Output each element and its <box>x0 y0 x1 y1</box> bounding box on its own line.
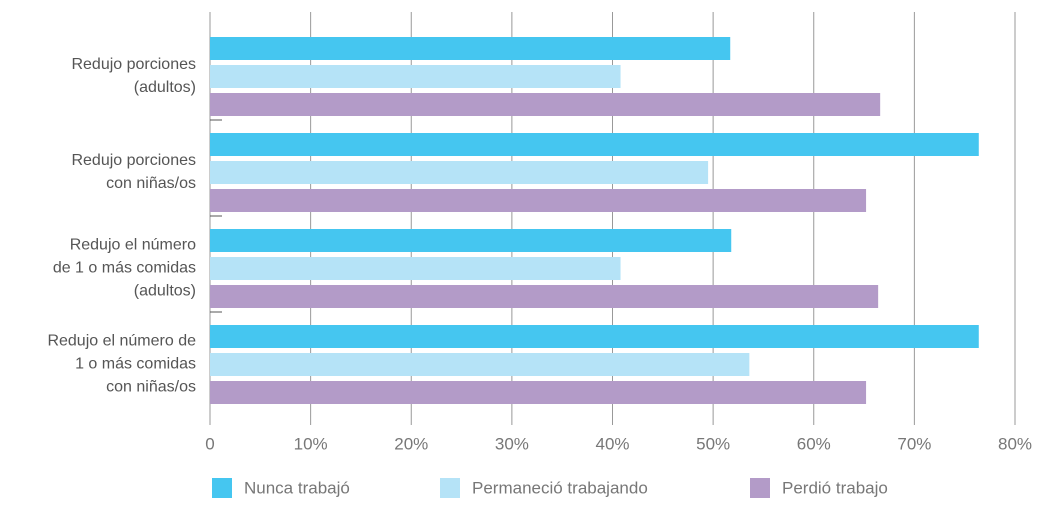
bar <box>210 189 867 212</box>
x-tick-label: 70% <box>897 434 931 453</box>
bar <box>210 37 731 60</box>
category-label: Redujo porciones <box>71 152 196 169</box>
legend-swatch <box>440 478 460 498</box>
bar <box>210 353 750 376</box>
bar <box>210 65 621 88</box>
x-tick-label: 50% <box>696 434 730 453</box>
bar <box>210 161 709 184</box>
legend-swatch <box>212 478 232 498</box>
bar <box>210 93 881 116</box>
bar <box>210 229 732 252</box>
x-tick-label: 20% <box>394 434 428 453</box>
bar <box>210 325 979 348</box>
x-tick-label: 40% <box>595 434 629 453</box>
category-label: 1 o más comidas <box>75 356 196 373</box>
bar <box>210 133 979 156</box>
category-label: Redujo porciones <box>71 56 196 73</box>
x-tick-label: 60% <box>797 434 831 453</box>
category-label: Redujo el número de <box>47 333 196 350</box>
bar <box>210 285 879 308</box>
category-label: Redujo el número <box>70 237 196 254</box>
legend-swatch <box>750 478 770 498</box>
x-tick-label: 30% <box>495 434 529 453</box>
legend-label: Perdió trabajo <box>782 478 888 497</box>
category-label: con niñas/os <box>106 175 196 192</box>
legend-label: Permaneció trabajando <box>472 478 648 497</box>
bar <box>210 381 867 404</box>
category-label: (adultos) <box>134 79 196 96</box>
x-tick-label: 0 <box>205 434 214 453</box>
category-label: de 1 o más comidas <box>53 260 196 277</box>
category-label: (adultos) <box>134 283 196 300</box>
x-tick-label: 10% <box>294 434 328 453</box>
category-label: con niñas/os <box>106 379 196 396</box>
legend-label: Nunca trabajó <box>244 478 350 497</box>
bar <box>210 257 621 280</box>
x-tick-label: 80% <box>998 434 1032 453</box>
